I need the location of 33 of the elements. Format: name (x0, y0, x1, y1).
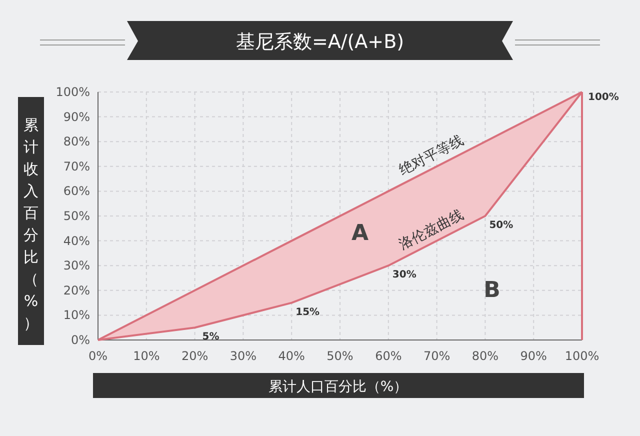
annotation: B (484, 278, 500, 303)
y-tick-label: 10% (63, 308, 90, 322)
x-tick-label: 50% (326, 349, 354, 363)
x-tick-label: 90% (520, 349, 547, 363)
chart-title: 基尼系数=A/(A+B) (236, 31, 404, 53)
y-tick-label: 0% (70, 333, 90, 347)
text: 累计收入百分比（%） (24, 116, 38, 332)
y-tick-label: 70% (63, 159, 90, 174)
x-tick-label: 60% (375, 349, 402, 363)
y-tick-label: 50% (63, 209, 90, 223)
x-tick-label: 0% (88, 349, 108, 363)
x-tick-label: 30% (230, 349, 257, 363)
y-tick-label: 60% (63, 184, 90, 198)
x-tick-label: 10% (133, 349, 160, 363)
data-label: 50% (489, 220, 514, 231)
y-tick-label: 100% (56, 85, 90, 99)
y-tick-label: 40% (63, 234, 90, 248)
y-tick-label: 20% (63, 283, 90, 298)
x-tick-label: 100% (564, 349, 600, 363)
annotation: A (351, 221, 369, 246)
x-tick-label: 70% (423, 349, 450, 363)
data-label: 100% (588, 92, 619, 103)
data-label: 15% (296, 306, 320, 318)
text: 绝对平等线 (396, 132, 466, 179)
x-tick-label: 40% (278, 349, 305, 363)
text: 洛伦兹曲线 (396, 207, 466, 254)
y-tick-label: 80% (63, 134, 90, 149)
x-tick-label: 20% (181, 349, 208, 363)
y-tick-label: 90% (63, 110, 90, 124)
data-label: 30% (392, 270, 416, 281)
x-tick-label: 80% (472, 349, 499, 363)
y-tick-label: 30% (63, 258, 90, 273)
x-axis-title: 累计人口百分比（%） (268, 379, 408, 395)
